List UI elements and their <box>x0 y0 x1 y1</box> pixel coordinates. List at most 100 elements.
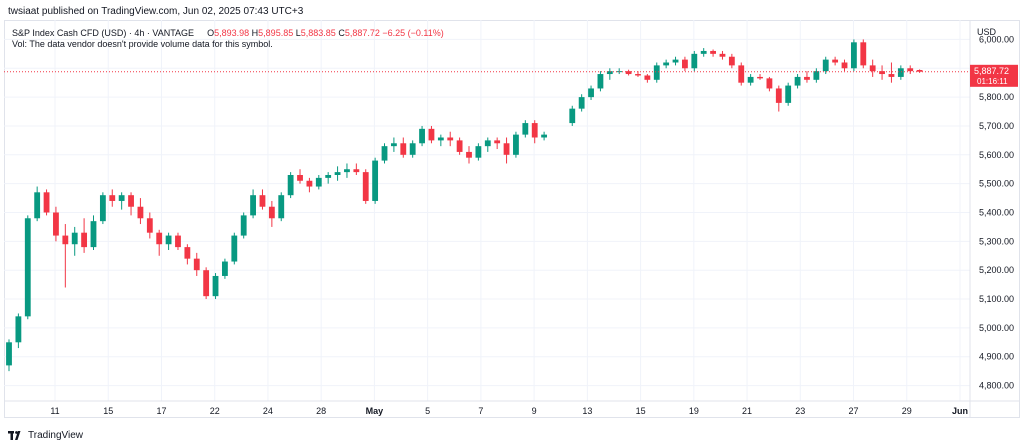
candle-body <box>466 151 472 158</box>
candle-body <box>250 195 256 216</box>
price-tick-label: 4,800.00 <box>979 381 1014 391</box>
close-value: 5,887.72 <box>344 28 380 38</box>
candle-body <box>606 71 613 75</box>
volume-note: Vol: The data vendor doesn't provide vol… <box>12 39 273 49</box>
price-tick-label: 4,900.00 <box>979 352 1014 362</box>
price-tick-label: 5,200.00 <box>979 265 1014 275</box>
candle-body <box>635 74 641 76</box>
price-tick-label: 5,000.00 <box>979 323 1014 333</box>
time-tick-label: 23 <box>795 406 805 416</box>
price-tick-label: 5,300.00 <box>979 236 1014 246</box>
candle-body <box>625 71 632 75</box>
candle-body <box>860 42 867 66</box>
candle-body <box>212 275 219 297</box>
chart-frame[interactable] <box>4 20 1020 418</box>
time-tick-label: 15 <box>636 406 646 416</box>
footer-brand: TradingView <box>28 430 84 441</box>
candle-body <box>81 232 88 248</box>
candle-body <box>419 128 425 144</box>
candle-body <box>522 123 529 135</box>
low-value: 5,883.85 <box>300 28 336 38</box>
candle-body <box>165 235 172 245</box>
time-tick-label: 15 <box>103 406 113 416</box>
candle-body <box>334 172 341 175</box>
candle-body <box>775 88 782 103</box>
time-tick-label: 28 <box>316 406 326 416</box>
high-value: 5,895.85 <box>258 28 294 38</box>
candle-body <box>447 137 454 141</box>
candle-body <box>897 68 904 77</box>
candle-body <box>832 59 839 63</box>
candle-body <box>24 218 31 317</box>
time-axis-labels: 11 15 17 22 24 28 May 5 7 9 13 15 19 21 23 27 29 Jun <box>50 406 968 416</box>
candle-body <box>193 258 200 271</box>
candle-body <box>353 169 360 173</box>
candle-body <box>879 71 885 75</box>
candle-body <box>278 195 285 219</box>
candle-body <box>43 192 50 213</box>
candle-body <box>794 76 801 86</box>
candle-body <box>813 71 820 80</box>
footer: TradingView <box>8 430 83 441</box>
candle-body <box>785 85 792 103</box>
candle-body <box>888 74 895 77</box>
candle-body <box>175 235 181 248</box>
high-label: H <box>251 28 259 38</box>
publish-caption: twsiaat published on TradingView.com, Ju… <box>8 6 304 17</box>
candle-body <box>578 97 585 109</box>
close-label: C <box>338 28 345 38</box>
candle-body <box>869 65 876 72</box>
candle-body <box>475 146 482 158</box>
grid-lines <box>4 20 970 401</box>
candle-body <box>653 65 660 80</box>
candle-body <box>766 78 773 89</box>
candle-body <box>259 195 266 207</box>
candle-body <box>297 175 303 181</box>
price-tick-label: 5,600.00 <box>979 150 1014 160</box>
chart-legend: S&P Index Cash CFD (USD) · 4h · VANTAGE … <box>12 27 444 39</box>
candle-body <box>315 177 322 187</box>
candle-body <box>287 175 294 196</box>
time-tick-label: May <box>366 406 384 416</box>
candle-body <box>907 68 914 72</box>
candle-body <box>494 140 501 144</box>
candle-body <box>672 59 679 63</box>
price-tick-label: 5,100.00 <box>979 294 1014 304</box>
candle-body <box>804 76 810 80</box>
price-tick-label: 5,400.00 <box>979 208 1014 218</box>
open-label: O <box>207 28 215 38</box>
candle-body <box>99 195 106 222</box>
candle-body <box>728 56 735 66</box>
candle-body <box>503 143 510 155</box>
price-tick-label: 6,000.00 <box>979 34 1014 44</box>
candle-body <box>841 62 848 69</box>
candle-body <box>372 160 379 201</box>
candle-body <box>15 316 22 343</box>
candle-body <box>710 50 716 54</box>
time-tick-label: 27 <box>849 406 859 416</box>
candle-body <box>53 212 59 236</box>
candle-body <box>240 215 247 236</box>
candle-body <box>381 146 388 161</box>
time-tick-label: 29 <box>902 406 912 416</box>
candle-body <box>597 74 604 89</box>
candle-body <box>146 218 153 233</box>
candle-body <box>400 143 407 155</box>
candle-body <box>691 53 698 69</box>
candle-body <box>362 172 369 201</box>
time-tick-label: 11 <box>50 406 59 416</box>
candle-body <box>456 140 463 152</box>
candle-body <box>409 143 416 155</box>
last-price-value: 5,887.72 <box>974 66 1009 76</box>
candle-body <box>109 195 116 201</box>
symbol-title: S&P Index Cash CFD (USD) · 4h · VANTAGE <box>12 28 195 38</box>
time-tick-label: 24 <box>263 406 273 416</box>
candle-body <box>916 70 923 72</box>
open-value: 5,893.98 <box>214 28 250 38</box>
time-tick-label: 9 <box>532 406 537 416</box>
candle-body <box>156 232 163 245</box>
candle-body <box>428 128 435 141</box>
candle-body <box>738 65 745 83</box>
currency-label[interactable]: USD <box>977 27 997 37</box>
